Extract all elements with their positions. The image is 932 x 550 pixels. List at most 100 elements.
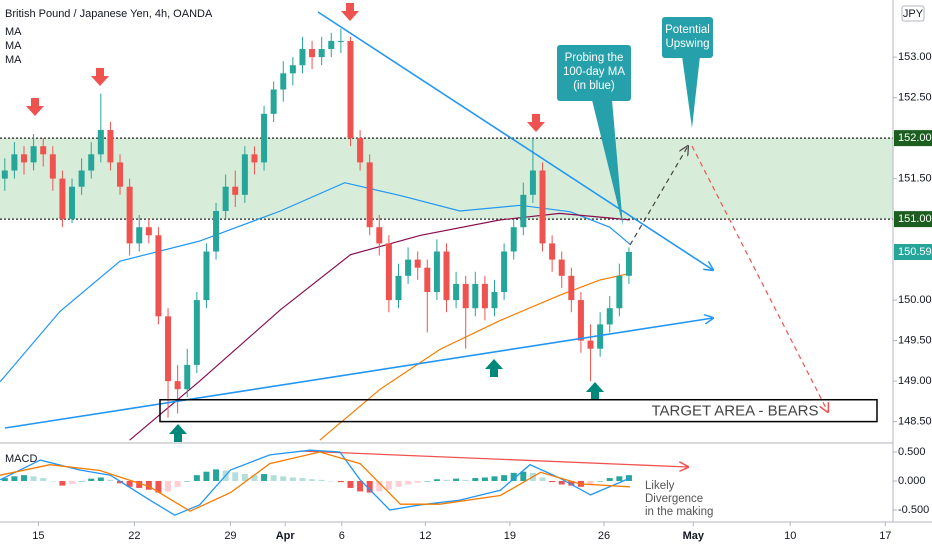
candle-body — [184, 364, 191, 390]
candle-body — [366, 162, 373, 228]
candle-body — [232, 186, 239, 195]
macd-histogram-bar — [126, 480, 133, 487]
candle-body — [30, 146, 37, 163]
down-arrow — [341, 3, 359, 21]
x-tick-label: 12 — [419, 530, 431, 542]
level-label-bg — [894, 211, 932, 228]
sell-arrows — [26, 3, 545, 132]
macd-histogram-bar — [491, 476, 498, 481]
callout-probing: Probing the 100-day MA (in blue) — [557, 45, 631, 226]
candle-body — [270, 89, 277, 114]
candle-body — [241, 154, 248, 195]
support-trendline — [4, 318, 713, 429]
last-price-bg — [894, 243, 932, 260]
macd-y-tick-label: 0.000 — [898, 475, 926, 487]
candle-body — [193, 300, 200, 365]
macd-histogram-bar — [97, 477, 104, 481]
macd-histogram-bar — [597, 480, 604, 482]
macd-histogram-bar — [88, 478, 95, 481]
candle-body — [597, 324, 604, 349]
x-tick-label: 22 — [128, 530, 140, 542]
x-tick-label: May — [683, 530, 705, 542]
candle-body — [97, 130, 104, 155]
x-tick-label: 29 — [224, 530, 236, 542]
projected-upswing — [629, 146, 688, 246]
x-tick-label: 26 — [598, 530, 610, 542]
candle-body — [21, 154, 28, 163]
candle-body — [1, 170, 8, 179]
candle-body — [606, 308, 613, 325]
macd-histogram-bar — [558, 480, 565, 485]
currency-button-label[interactable]: JPY — [903, 8, 924, 20]
macd-histogram-bar — [184, 480, 191, 482]
macd-histogram-bar — [587, 480, 594, 485]
candle-body — [49, 154, 56, 179]
candle-body — [433, 251, 440, 293]
currency-button[interactable] — [901, 5, 925, 22]
macd-histogram-bar — [424, 480, 431, 482]
candle-body — [625, 251, 632, 276]
candle-body — [174, 381, 181, 390]
down-arrow — [91, 68, 109, 86]
x-tick-label: 17 — [879, 530, 891, 542]
axis-layer: 152.000151.000148.500149.000149.500150.0… — [32, 51, 932, 542]
candle-body — [539, 170, 546, 244]
macd-histogram-bar — [405, 480, 412, 485]
macd-annotation: Likely — [645, 480, 675, 492]
candle-body — [155, 235, 162, 317]
candle-body — [289, 65, 296, 74]
candle-body — [107, 130, 114, 163]
y-tick-label: 152.500 — [898, 92, 932, 104]
zone-layer — [0, 137, 893, 220]
candle-body — [203, 251, 210, 301]
macd-histogram-bar — [568, 480, 575, 486]
y-tick-label: 149.500 — [898, 335, 932, 347]
indicator-label: MA — [5, 26, 22, 38]
candle-layer — [1, 28, 632, 418]
level-label: 152.000 — [898, 132, 932, 144]
level-label: 151.000 — [898, 213, 932, 225]
y-tick-label: 150.000 — [898, 294, 932, 306]
macd-histogram-bar — [261, 474, 268, 481]
down-arrow — [26, 98, 44, 116]
macd-line — [0, 451, 630, 512]
macd-histogram-bar — [309, 479, 316, 481]
macd-histogram-bar — [136, 480, 143, 488]
macd-histogram-bar — [21, 475, 28, 481]
macd-histogram-bar — [357, 480, 364, 492]
candle-body — [529, 170, 536, 195]
down-arrow — [527, 114, 545, 132]
candle-body — [357, 138, 364, 163]
macd-y-tick-label: -0.500 — [898, 504, 929, 516]
callout-box — [557, 45, 631, 101]
candle-body — [587, 340, 594, 349]
y-tick-label: 148.500 — [898, 416, 932, 428]
macd-histogram-bar — [328, 480, 335, 482]
macd-histogram-bar — [193, 475, 200, 481]
macd-histogram-bar — [165, 480, 172, 492]
support-resistance-zone — [0, 138, 893, 220]
macd-y-tick-label: 0.500 — [898, 446, 926, 458]
candle-body — [145, 227, 152, 236]
candle-body — [405, 259, 412, 276]
x-tick-label: 6 — [339, 530, 345, 542]
candle-body — [577, 300, 584, 341]
candle-body — [510, 227, 517, 252]
candle-body — [481, 283, 488, 309]
macd-histogram-bar — [78, 480, 85, 482]
projected-decline — [691, 145, 828, 412]
macd-annotation: Divergence — [645, 493, 703, 505]
macd-histogram-bar — [69, 480, 76, 484]
macd-histogram-bar — [270, 475, 277, 481]
macd-histogram-bar — [107, 479, 114, 481]
candle-body — [328, 40, 335, 50]
macd-histogram-bar — [337, 480, 344, 483]
candle-body — [472, 283, 479, 309]
candle-body — [424, 267, 431, 293]
candle-body — [453, 283, 460, 301]
macd-histogram-bar — [472, 478, 479, 481]
moving-average — [129, 212, 630, 441]
